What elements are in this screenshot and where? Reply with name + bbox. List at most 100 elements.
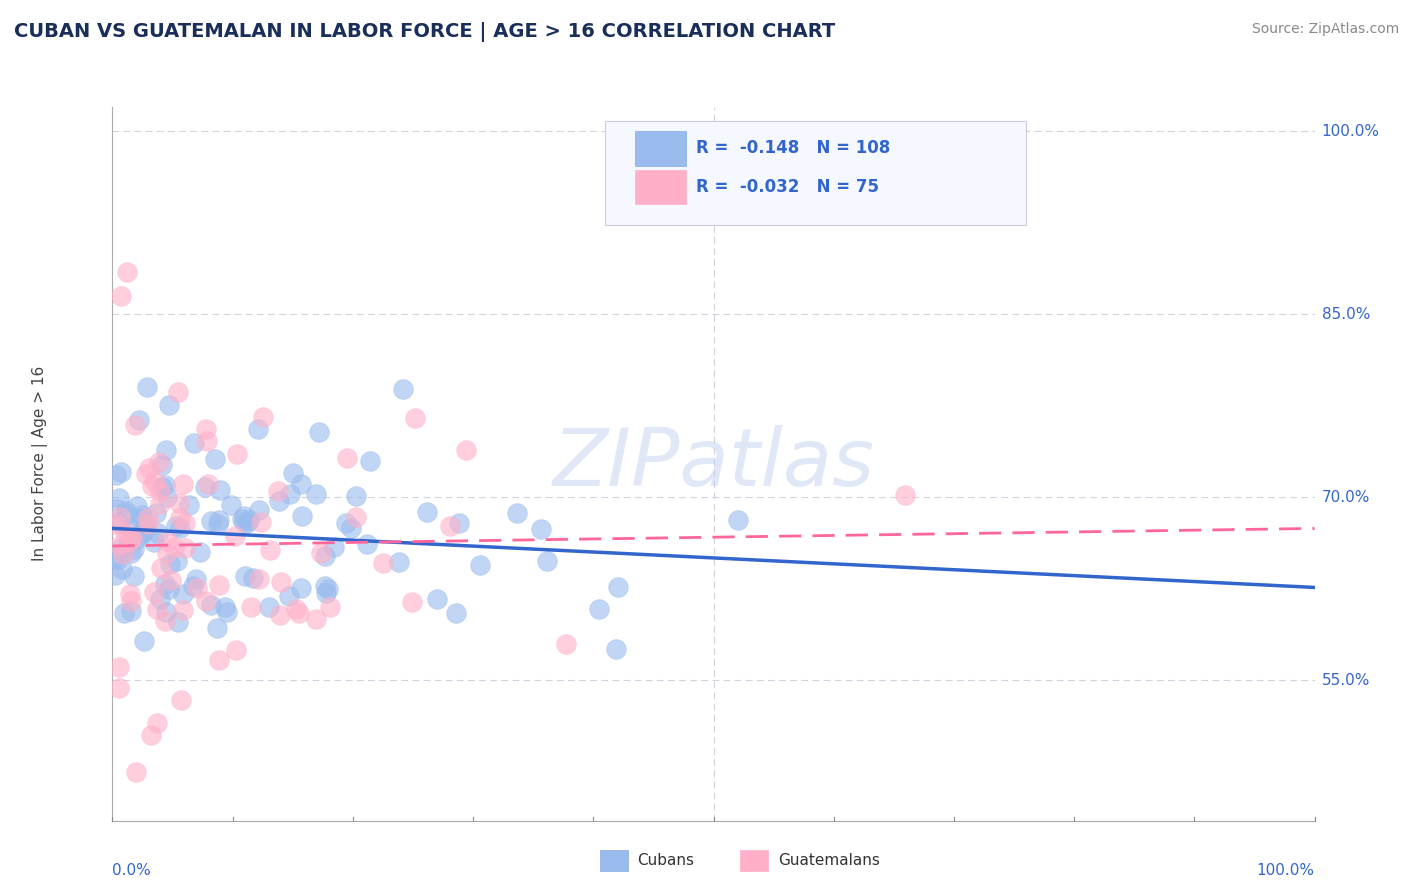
Point [153, 478, 176, 492]
Point [115, 504, 138, 518]
Text: In Labor Force | Age > 16: In Labor Force | Age > 16 [32, 367, 48, 561]
Point [588, 602, 610, 616]
Point [142, 534, 165, 549]
Point [267, 483, 290, 498]
Point [416, 505, 439, 519]
Point [391, 383, 413, 397]
Point [104, 567, 127, 582]
Point [225, 643, 247, 657]
Point [145, 506, 167, 520]
FancyBboxPatch shape [636, 131, 686, 166]
Point [120, 532, 142, 546]
Point [205, 621, 228, 635]
Text: 85.0%: 85.0% [1322, 307, 1369, 322]
Point [183, 436, 205, 450]
Point [146, 525, 169, 540]
Point [124, 568, 146, 582]
Point [115, 526, 138, 541]
Point [359, 453, 381, 467]
Point [135, 380, 157, 394]
Point [208, 513, 231, 527]
Point [323, 540, 346, 554]
Point [155, 606, 177, 620]
Point [150, 480, 173, 494]
Point [308, 425, 330, 439]
Point [373, 556, 395, 570]
Point [117, 507, 139, 521]
Point [105, 467, 128, 482]
Point [121, 530, 143, 544]
Point [267, 493, 290, 508]
Point [107, 681, 129, 695]
Point [208, 653, 231, 667]
Point [605, 642, 627, 657]
Point [340, 520, 363, 534]
Point [555, 637, 578, 651]
Text: Guatemalans: Guatemalans [779, 854, 880, 868]
Point [165, 519, 187, 533]
Point [239, 600, 262, 615]
Point [131, 512, 153, 526]
Point [143, 585, 166, 599]
Point [426, 591, 449, 606]
Point [215, 605, 238, 619]
Point [221, 499, 243, 513]
Point [112, 544, 135, 558]
Point [314, 578, 336, 592]
Point [231, 512, 253, 526]
Point [150, 458, 173, 472]
Point [128, 413, 150, 427]
Point [224, 528, 246, 542]
Point [236, 516, 259, 531]
Point [156, 534, 179, 549]
Point [208, 578, 231, 592]
Point [156, 491, 179, 505]
Point [194, 480, 217, 494]
Point [270, 574, 292, 589]
Point [315, 586, 337, 600]
Point [166, 554, 188, 568]
Point [157, 582, 180, 596]
Point [404, 411, 426, 425]
Point [134, 524, 156, 539]
Point [167, 495, 190, 509]
Point [170, 693, 193, 707]
Point [530, 522, 553, 536]
Text: Source: ZipAtlas.com: Source: ZipAtlas.com [1251, 22, 1399, 37]
Point [456, 443, 478, 458]
Point [232, 515, 254, 529]
Point [149, 560, 172, 574]
Point [125, 532, 148, 546]
Point [250, 515, 273, 529]
Point [278, 487, 301, 501]
Point [153, 577, 176, 591]
Point [131, 508, 153, 522]
Text: R =  -0.148   N = 108: R = -0.148 N = 108 [696, 139, 890, 157]
Point [200, 599, 222, 613]
Point [259, 542, 281, 557]
Point [146, 602, 169, 616]
Point [118, 534, 141, 549]
Point [305, 486, 328, 500]
Point [104, 549, 127, 564]
Point [247, 422, 270, 436]
Point [149, 497, 172, 511]
Point [107, 551, 129, 566]
Point [110, 538, 132, 552]
Point [470, 558, 492, 573]
Point [225, 447, 247, 461]
Point [305, 612, 328, 626]
Point [105, 517, 128, 532]
Point [160, 573, 183, 587]
Point [257, 600, 280, 615]
Text: 70.0%: 70.0% [1322, 490, 1369, 505]
Point [169, 511, 191, 525]
Point [269, 607, 291, 622]
Point [247, 503, 270, 517]
Point [141, 479, 163, 493]
Point [124, 417, 146, 432]
Point [186, 572, 208, 586]
Text: 100.0%: 100.0% [1322, 124, 1379, 139]
Point [174, 516, 197, 531]
Point [447, 516, 470, 530]
